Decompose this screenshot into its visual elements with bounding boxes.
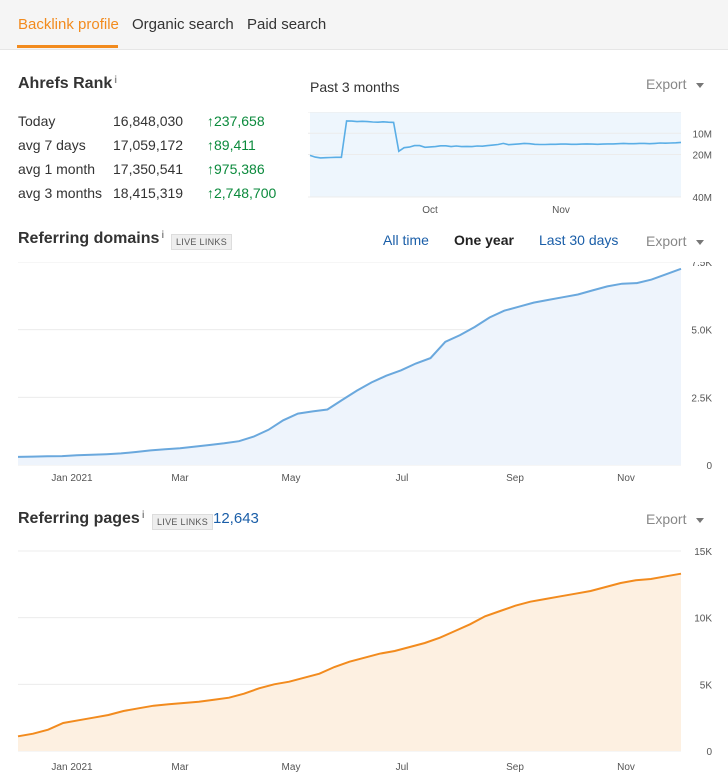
- referring-pages-heading: Referring pages i: [18, 510, 145, 528]
- chevron-down-icon: [696, 239, 705, 245]
- rank-chart-caption: Past 3 months: [310, 79, 400, 95]
- y-tick-label: 15K: [694, 548, 712, 558]
- y-tick-label: 10M: [693, 129, 712, 140]
- x-tick-label: Jan 2021: [51, 473, 93, 484]
- rank-row-change: ↑2,748,700: [207, 185, 276, 201]
- series-line: [17, 572, 682, 738]
- rank-row-change-value: 2,748,700: [214, 185, 277, 201]
- y-tick-label: 10K: [694, 614, 712, 625]
- rank-row-change-value: 89,411: [214, 137, 256, 153]
- info-icon[interactable]: i: [161, 230, 165, 241]
- range-all-time[interactable]: All time: [383, 232, 429, 248]
- active-tab-indicator: [17, 45, 118, 48]
- rank-row-change-value: 975,386: [214, 161, 265, 177]
- export-label: Export: [646, 233, 687, 249]
- pages-export-button[interactable]: Export: [646, 511, 705, 527]
- x-tick-label: Nov: [552, 205, 570, 216]
- rank-row-avg-3-months: avg 3 months 18,415,319 ↑2,748,700: [18, 185, 288, 209]
- tab-paid-search[interactable]: Paid search: [247, 16, 327, 33]
- ahrefs-rank-heading: Ahrefs Rank i: [18, 75, 117, 93]
- arrow-up-icon: ↑: [207, 137, 214, 153]
- info-icon[interactable]: i: [114, 75, 118, 86]
- x-tick-label: May: [282, 473, 301, 484]
- referring-domains-title: Referring domains: [18, 230, 160, 247]
- y-tick-label: 7.5K: [691, 262, 712, 269]
- referring-domains-chart: 0 2.5K 5.0K 7.5K Jan 2021 Mar May Jul Sep Nov: [17, 262, 712, 484]
- x-tick-label: Sep: [506, 762, 524, 773]
- x-tick-label: Jul: [396, 473, 409, 484]
- chevron-down-icon: [696, 82, 705, 88]
- live-links-badge: LIVE LINKS: [171, 234, 233, 250]
- range-one-year[interactable]: One year: [454, 232, 514, 248]
- domains-export-button[interactable]: Export: [646, 233, 705, 249]
- x-tick-label: Mar: [171, 473, 189, 484]
- rank-row-change: ↑89,411: [207, 137, 256, 153]
- tab-bar: Backlink profile Organic search Paid sea…: [0, 0, 728, 50]
- x-tick-label: Nov: [617, 473, 635, 484]
- rank-row-today: Today 16,848,030 ↑237,658: [18, 113, 288, 137]
- rank-row-avg-7-days: avg 7 days 17,059,172 ↑89,411: [18, 137, 288, 161]
- y-tick-label: 40M: [693, 193, 712, 204]
- rank-export-button[interactable]: Export: [646, 76, 705, 92]
- rank-row-label: avg 3 months: [18, 185, 103, 201]
- rank-row-label: avg 7 days: [18, 137, 86, 153]
- x-tick-label: Sep: [506, 473, 524, 484]
- y-tick-label: 0: [706, 461, 712, 472]
- chevron-down-icon: [696, 517, 705, 523]
- info-icon[interactable]: i: [141, 510, 145, 521]
- x-tick-label: Oct: [422, 205, 438, 216]
- ahrefs-rank-title: Ahrefs Rank: [18, 75, 113, 92]
- referring-domains-heading: Referring domains i: [18, 230, 164, 248]
- live-links-badge: LIVE LINKS: [152, 514, 214, 530]
- export-label: Export: [646, 76, 687, 92]
- y-tick-label: 20M: [693, 151, 712, 162]
- series-line: [17, 267, 682, 458]
- rank-row-change: ↑237,658: [207, 113, 265, 129]
- y-tick-label: 0: [706, 747, 712, 758]
- y-tick-label: 2.5K: [691, 393, 712, 404]
- y-tick-label: 5.0K: [691, 326, 712, 337]
- series-area: [18, 268, 681, 465]
- rank-row-value: 17,059,172: [113, 137, 184, 153]
- range-last-30-days[interactable]: Last 30 days: [539, 232, 619, 248]
- rank-row-label: Today: [18, 113, 56, 129]
- ahrefs-rank-chart: 10M 20M 40M Oct Nov: [308, 112, 712, 216]
- x-tick-label: Nov: [617, 762, 635, 773]
- rank-row-avg-1-month: avg 1 month 17,350,541 ↑975,386: [18, 161, 288, 185]
- export-label: Export: [646, 511, 687, 527]
- tab-backlink-profile[interactable]: Backlink profile: [18, 16, 119, 33]
- rank-row-value: 16,848,030: [113, 113, 184, 129]
- arrow-up-icon: ↑: [207, 185, 214, 201]
- x-tick-label: Jan 2021: [51, 762, 93, 773]
- tab-organic-search[interactable]: Organic search: [132, 16, 234, 33]
- rank-row-change: ↑975,386: [207, 161, 265, 177]
- referring-pages-count[interactable]: 12,643: [213, 510, 259, 527]
- series-line: [309, 120, 682, 159]
- y-tick-label: 5K: [700, 680, 713, 691]
- rank-row-value: 17,350,541: [113, 161, 184, 177]
- rank-row-value: 18,415,319: [113, 185, 184, 201]
- x-tick-label: Jul: [396, 762, 409, 773]
- referring-pages-title: Referring pages: [18, 510, 140, 527]
- arrow-up-icon: ↑: [207, 113, 214, 129]
- arrow-up-icon: ↑: [207, 161, 214, 177]
- referring-pages-chart: 0 5K 10K 15K Jan 2021 Mar May Jul Sep Nov: [17, 548, 713, 773]
- rank-row-change-value: 237,658: [214, 113, 265, 129]
- rank-row-label: avg 1 month: [18, 161, 96, 177]
- x-tick-label: May: [282, 762, 301, 773]
- x-tick-label: Mar: [171, 762, 189, 773]
